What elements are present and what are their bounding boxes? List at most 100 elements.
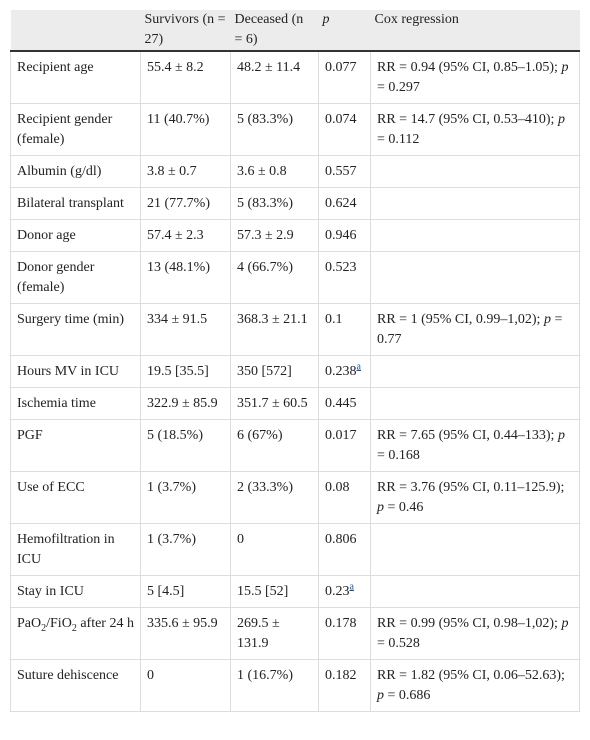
header-cell: p xyxy=(318,10,371,52)
table-cell: 335.6 ± 95.9 xyxy=(140,607,231,660)
table-cell: 368.3 ± 21.1 xyxy=(230,303,319,356)
text-run: after 24 h xyxy=(76,616,134,631)
footnote-ref: a xyxy=(356,361,361,379)
text-run: RR = 1 (95% CI, 0.99–1,02); xyxy=(377,312,544,327)
italic-run: p xyxy=(543,312,551,327)
table-row: Recipient gender (female) 11 (40.7%) 5 (83… xyxy=(10,103,580,156)
italic-run: p xyxy=(561,616,569,631)
table-row: Albumin (g/dl) 3.8 ± 0.7 3.6 ± 0.8 0.557 xyxy=(10,155,580,188)
table-cell: 19.5 [35.5] xyxy=(140,355,231,388)
table-cell: Suture dehiscence xyxy=(10,659,141,712)
text-run: RR = 3.76 (95% CI, 0.11–125.9); xyxy=(377,480,565,495)
table-cell xyxy=(370,387,580,420)
table-cell xyxy=(370,251,580,304)
italic-run: p xyxy=(557,428,565,443)
table-cell: Surgery time (min) xyxy=(10,303,141,356)
subscript: 2 xyxy=(41,622,47,634)
italic-run: p xyxy=(377,688,384,703)
table-cell: RR = 1 (95% CI, 0.99–1,02); p = 0.77 xyxy=(370,303,580,356)
table-header: Survivors (n = 27) Deceased (n = 6) p Cox r… xyxy=(10,10,580,52)
text-run: 0.238 xyxy=(325,364,357,379)
italic-run: p xyxy=(377,500,384,515)
table-cell: PGF xyxy=(10,419,141,472)
table-cell: RR = 7.65 (95% CI, 0.44–133); p = 0.168 xyxy=(370,419,580,472)
table-cell: Stay in ICU xyxy=(10,575,141,608)
table-cell: 57.4 ± 2.3 xyxy=(140,219,231,252)
table-cell: 48.2 ± 11.4 xyxy=(230,51,319,104)
text-run: = 0.77 xyxy=(377,312,563,347)
table-cell: Recipient gender (female) xyxy=(10,103,141,156)
text-run: RR = 0.99 (95% CI, 0.98–1,02); xyxy=(377,616,562,631)
table-row: Hemofiltration in ICU 1 (3.7%) 0 0.806 xyxy=(10,523,580,576)
footnote-ref: a xyxy=(349,581,354,599)
table-cell: 5 (83.3%) xyxy=(230,103,319,156)
table-cell: 269.5 ± 131.9 xyxy=(230,607,319,660)
table-cell: 0.1 xyxy=(318,303,371,356)
table-body: Recipient age 55.4 ± 8.2 48.2 ± 11.4 0.077 R… xyxy=(10,51,580,712)
table-row: Hours MV in ICU 19.5 [35.5] 350 [572] 0.238… xyxy=(10,355,580,388)
table-cell: 0.08 xyxy=(318,471,371,524)
table-cell: 6 (67%) xyxy=(230,419,319,472)
table-cell: 0 xyxy=(140,659,231,712)
table-cell: 0.445 xyxy=(318,387,371,420)
table-cell xyxy=(370,523,580,576)
table-cell: RR = 1.82 (95% CI, 0.06–52.63); p = 0.68… xyxy=(370,659,580,712)
table-cell: 0 xyxy=(230,523,319,576)
table-cell: RR = 0.94 (95% CI, 0.85–1.05); p = 0.297 xyxy=(370,51,580,104)
table-cell: Donor gender (female) xyxy=(10,251,141,304)
table-cell: Recipient age xyxy=(10,51,141,104)
text-run: = 0.528 xyxy=(377,636,420,651)
table-row: Recipient age 55.4 ± 8.2 48.2 ± 11.4 0.077 R… xyxy=(10,51,580,104)
table-row: Donor gender (female) 13 (48.1%) 4 (66.7%)… xyxy=(10,251,580,304)
table-cell: 0.557 xyxy=(318,155,371,188)
table-cell: 0.624 xyxy=(318,187,371,220)
table-row: Donor age 57.4 ± 2.3 57.3 ± 2.9 0.946 xyxy=(10,219,580,252)
table-cell: 322.9 ± 85.9 xyxy=(140,387,231,420)
header-cell: Survivors (n = 27) xyxy=(140,10,231,52)
table-cell: RR = 0.99 (95% CI, 0.98–1,02); p = 0.528 xyxy=(370,607,580,660)
table-cell: 0.523 xyxy=(318,251,371,304)
table-cell: 0.946 xyxy=(318,219,371,252)
footnote-link[interactable]: a xyxy=(349,581,354,593)
table-cell: 15.5 [52] xyxy=(230,575,319,608)
table-cell: Hemofiltration in ICU xyxy=(10,523,141,576)
table-row: PaO2/FiO2 after 24 h 335.6 ± 95.9 269.5 ± … xyxy=(10,607,580,660)
table-cell: 1 (3.7%) xyxy=(140,523,231,576)
header-cell: Cox regression xyxy=(370,10,580,52)
table-row: Bilateral transplant 21 (77.7%) 5 (83.3%) 0… xyxy=(10,187,580,220)
subscript: 2 xyxy=(71,622,77,634)
table-row: Stay in ICU 5 [4.5] 15.5 [52] 0.23a xyxy=(10,575,580,608)
table-cell: 13 (48.1%) xyxy=(140,251,231,304)
footnote-link[interactable]: a xyxy=(356,361,361,373)
italic-run: p xyxy=(557,112,565,127)
text-run: 0.23 xyxy=(325,584,350,599)
table-cell: RR = 14.7 (95% CI, 0.53–410); p = 0.112 xyxy=(370,103,580,156)
table-cell xyxy=(370,575,580,608)
table-cell: Hours MV in ICU xyxy=(10,355,141,388)
table-row: Use of ECC 1 (3.7%) 2 (33.3%) 0.08 RR = 3.76… xyxy=(10,471,580,524)
table-cell: 5 (18.5%) xyxy=(140,419,231,472)
table-cell: 4 (66.7%) xyxy=(230,251,319,304)
table-cell: 11 (40.7%) xyxy=(140,103,231,156)
table-cell xyxy=(370,219,580,252)
table-cell: Use of ECC xyxy=(10,471,141,524)
table-cell: 0.077 xyxy=(318,51,371,104)
text-run: RR = 0.94 (95% CI, 0.85–1.05); xyxy=(377,60,562,75)
table-cell: 350 [572] xyxy=(230,355,319,388)
table-cell: 3.6 ± 0.8 xyxy=(230,155,319,188)
table-cell xyxy=(370,355,580,388)
table-cell xyxy=(370,187,580,220)
header-cell xyxy=(10,10,141,52)
table-cell: 0.074 xyxy=(318,103,371,156)
table-cell: 0.806 xyxy=(318,523,371,576)
table-cell: Ischemia time xyxy=(10,387,141,420)
text-run: PaO xyxy=(17,616,42,631)
table-cell: 0.017 xyxy=(318,419,371,472)
text-run: RR = 14.7 (95% CI, 0.53–410); xyxy=(377,112,558,127)
table-cell: PaO2/FiO2 after 24 h xyxy=(10,607,141,660)
italic-run: p xyxy=(561,60,569,75)
text-run: = 0.686 xyxy=(384,688,431,703)
table-cell: 5 (83.3%) xyxy=(230,187,319,220)
table-cell: 3.8 ± 0.7 xyxy=(140,155,231,188)
table-cell: Albumin (g/dl) xyxy=(10,155,141,188)
